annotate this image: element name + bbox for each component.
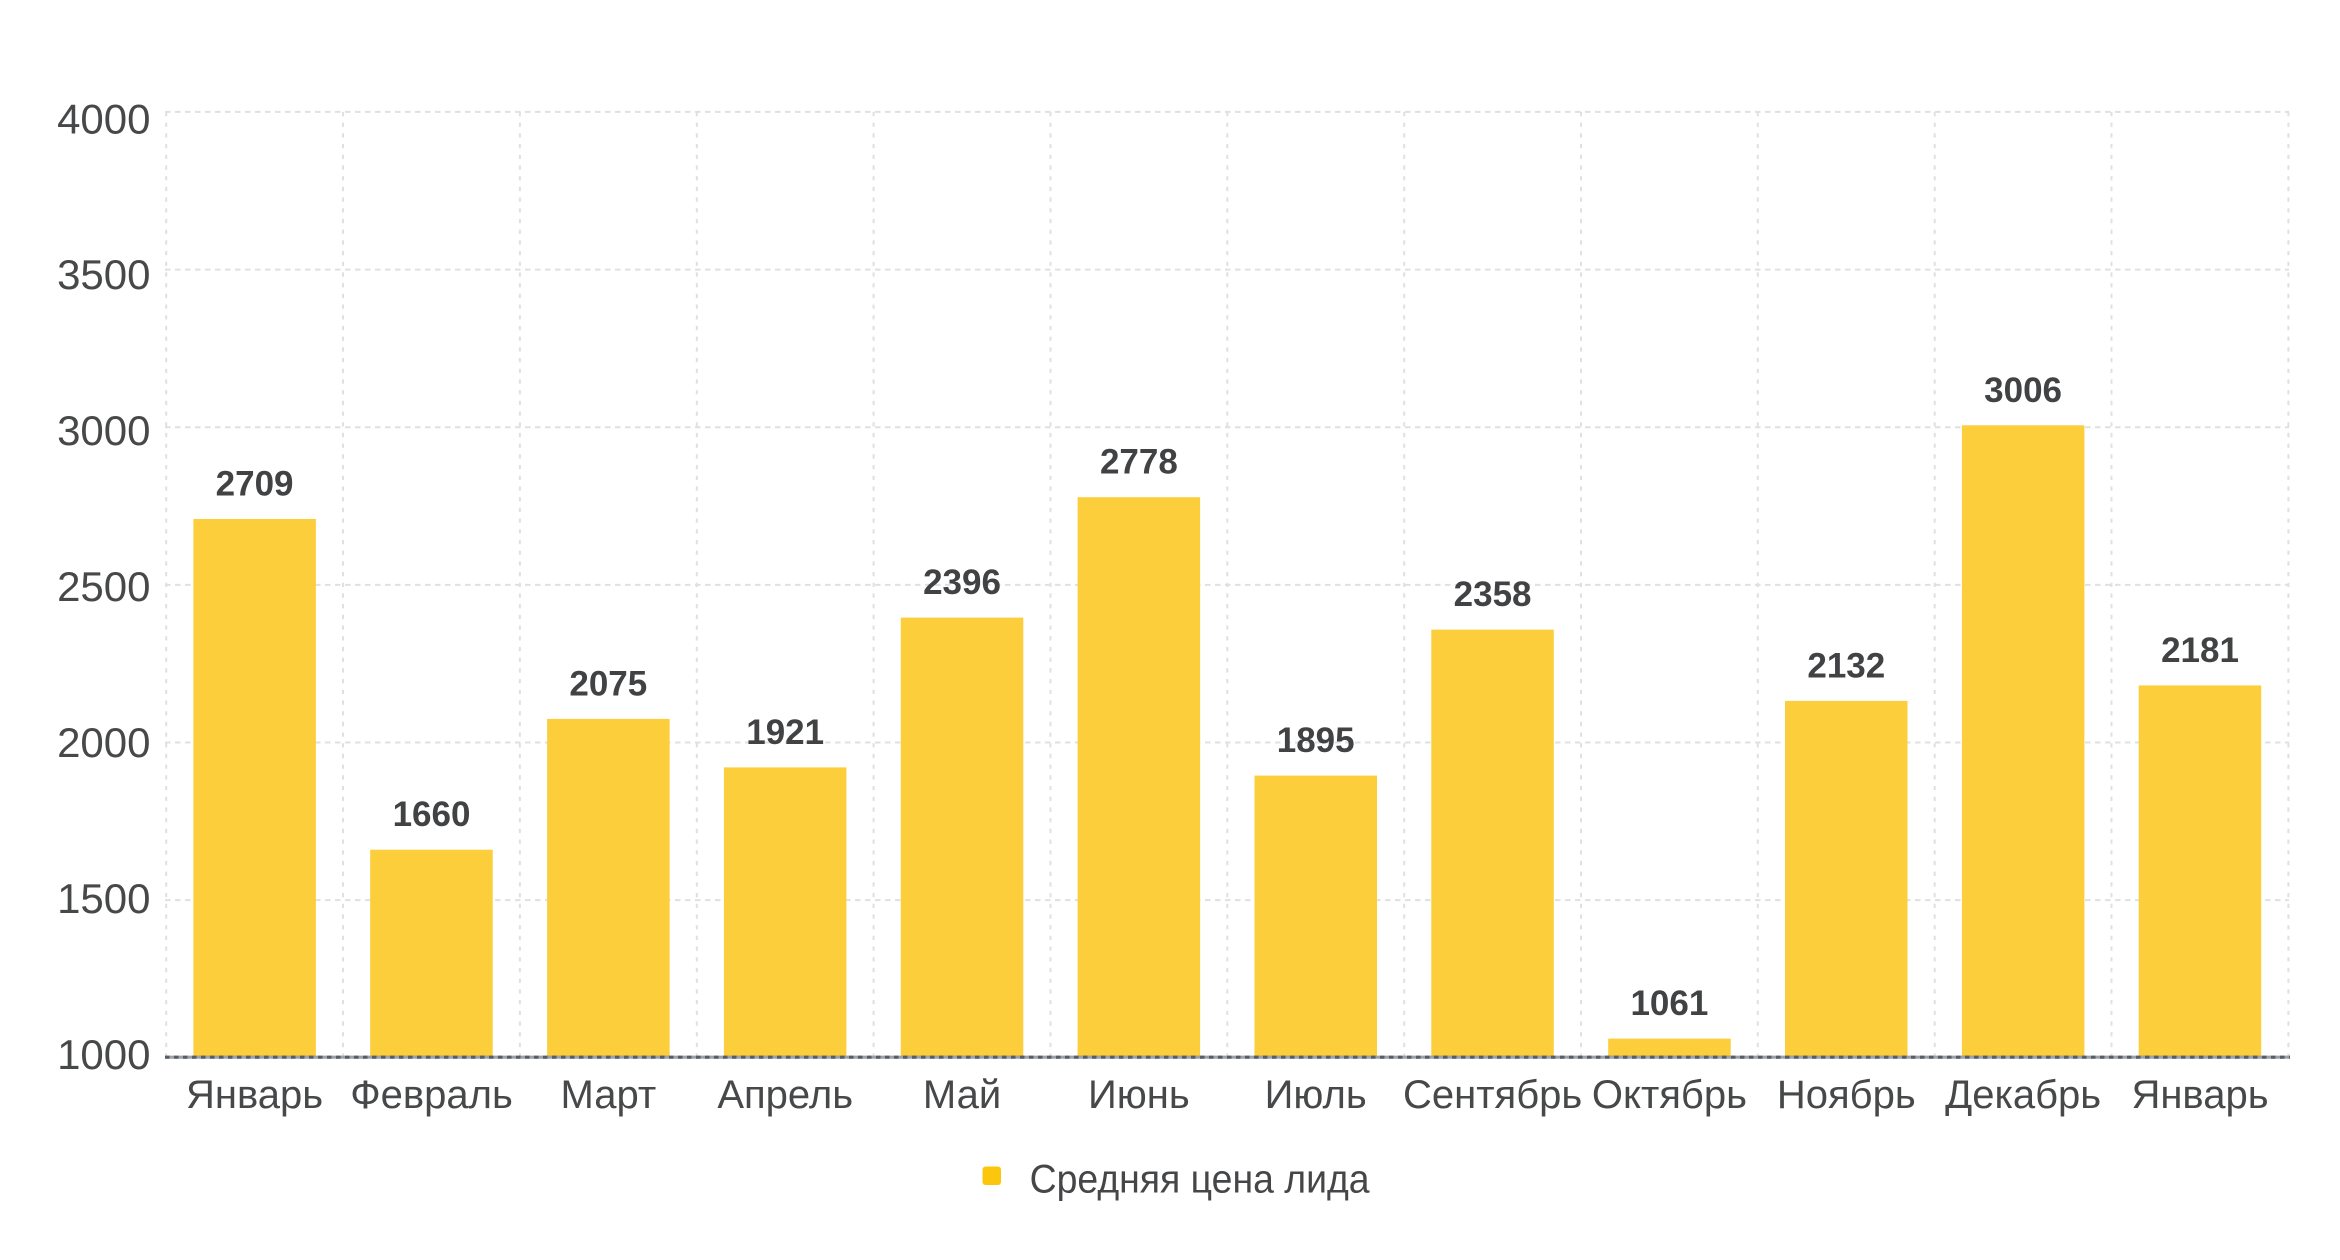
svg-text:1895: 1895 bbox=[1277, 721, 1355, 760]
svg-text:Октябрь: Октябрь bbox=[1592, 1073, 1747, 1117]
svg-text:Апрель: Апрель bbox=[717, 1073, 853, 1117]
svg-text:Декабрь: Декабрь bbox=[1945, 1073, 2101, 1117]
svg-text:2778: 2778 bbox=[1100, 443, 1178, 482]
svg-text:Июнь: Июнь bbox=[1088, 1073, 1190, 1117]
svg-text:Июль: Июль bbox=[1265, 1073, 1367, 1117]
svg-text:Ноябрь: Ноябрь bbox=[1777, 1073, 1916, 1117]
svg-text:1921: 1921 bbox=[746, 713, 824, 752]
svg-text:1660: 1660 bbox=[393, 795, 471, 834]
svg-text:Сентябрь: Сентябрь bbox=[1403, 1073, 1582, 1117]
svg-text:4000: 4000 bbox=[57, 95, 150, 142]
svg-text:3500: 3500 bbox=[57, 251, 150, 298]
svg-text:2075: 2075 bbox=[569, 664, 647, 703]
svg-text:1061: 1061 bbox=[1630, 984, 1708, 1023]
svg-text:Январь: Январь bbox=[2131, 1073, 2268, 1117]
svg-text:Февраль: Февраль bbox=[350, 1073, 513, 1117]
svg-text:1500: 1500 bbox=[57, 875, 150, 922]
svg-text:Средняя цена лида: Средняя цена лида bbox=[1030, 1158, 1371, 1202]
svg-text:Январь: Январь bbox=[186, 1073, 323, 1117]
svg-text:1000: 1000 bbox=[57, 1031, 150, 1078]
svg-text:2358: 2358 bbox=[1454, 575, 1532, 614]
svg-text:2396: 2396 bbox=[923, 563, 1001, 602]
svg-text:2181: 2181 bbox=[2161, 631, 2239, 670]
svg-text:3000: 3000 bbox=[57, 407, 150, 454]
svg-text:2000: 2000 bbox=[57, 719, 150, 766]
svg-text:3006: 3006 bbox=[1984, 371, 2062, 410]
svg-text:2132: 2132 bbox=[1807, 646, 1885, 685]
svg-text:Март: Март bbox=[560, 1073, 656, 1117]
svg-text:Май: Май bbox=[923, 1073, 1001, 1117]
svg-text:2709: 2709 bbox=[216, 465, 294, 504]
svg-text:2500: 2500 bbox=[57, 563, 150, 610]
